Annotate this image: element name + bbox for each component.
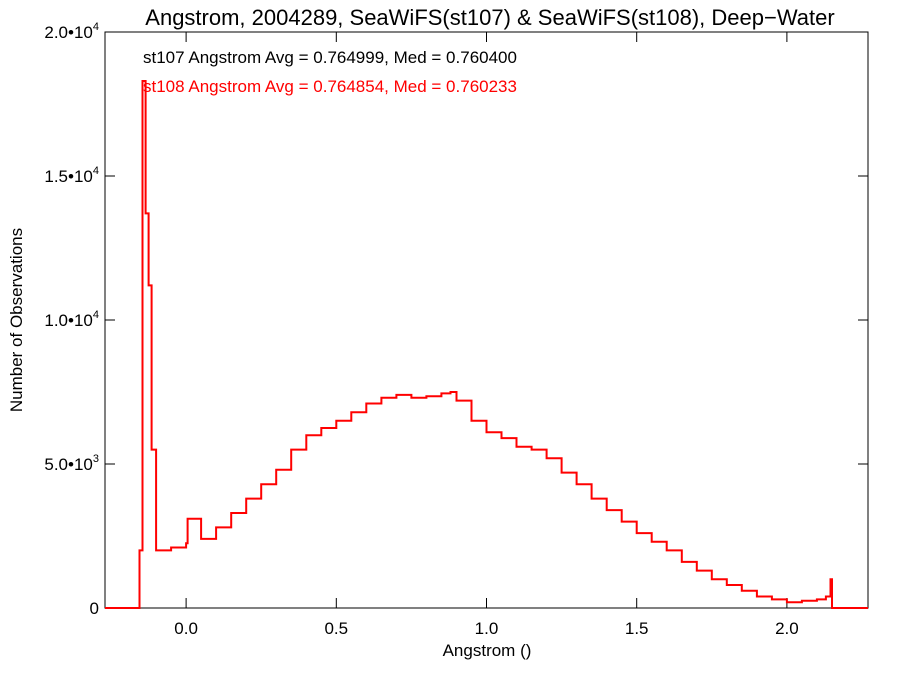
- x-axis-ticks: 0.0 0.5 1.0 1.5 2.0: [174, 32, 799, 638]
- x-tick-label: 1.0: [475, 619, 499, 638]
- y-tick-label: 2.0•104: [44, 21, 99, 42]
- series-line-st108: [105, 80, 868, 609]
- y-axis-ticks: 0 5.0•103 1.0•104 1.5•104 2.0•104: [44, 21, 868, 618]
- x-tick-label: 0.5: [324, 619, 348, 638]
- y-axis-label: Number of Observations: [7, 228, 26, 412]
- x-axis-label: Angstrom (): [443, 641, 532, 660]
- annotation-st108: st108 Angstrom Avg = 0.764854, Med = 0.7…: [143, 77, 517, 96]
- y-tick-label: 0: [90, 599, 99, 618]
- y-tick-label: 1.0•104: [44, 309, 99, 330]
- y-tick-label: 1.5•104: [44, 165, 99, 186]
- annotation-st107: st107 Angstrom Avg = 0.764999, Med = 0.7…: [143, 48, 517, 67]
- x-tick-label: 0.0: [174, 619, 198, 638]
- x-tick-label: 2.0: [775, 619, 799, 638]
- y-tick-label: 5.0•103: [44, 453, 99, 474]
- plot-frame: [104, 31, 869, 609]
- x-tick-label: 1.5: [625, 619, 649, 638]
- chart-title: Angstrom, 2004289, SeaWiFS(st107) & SeaW…: [145, 5, 834, 30]
- series-group: [105, 80, 868, 609]
